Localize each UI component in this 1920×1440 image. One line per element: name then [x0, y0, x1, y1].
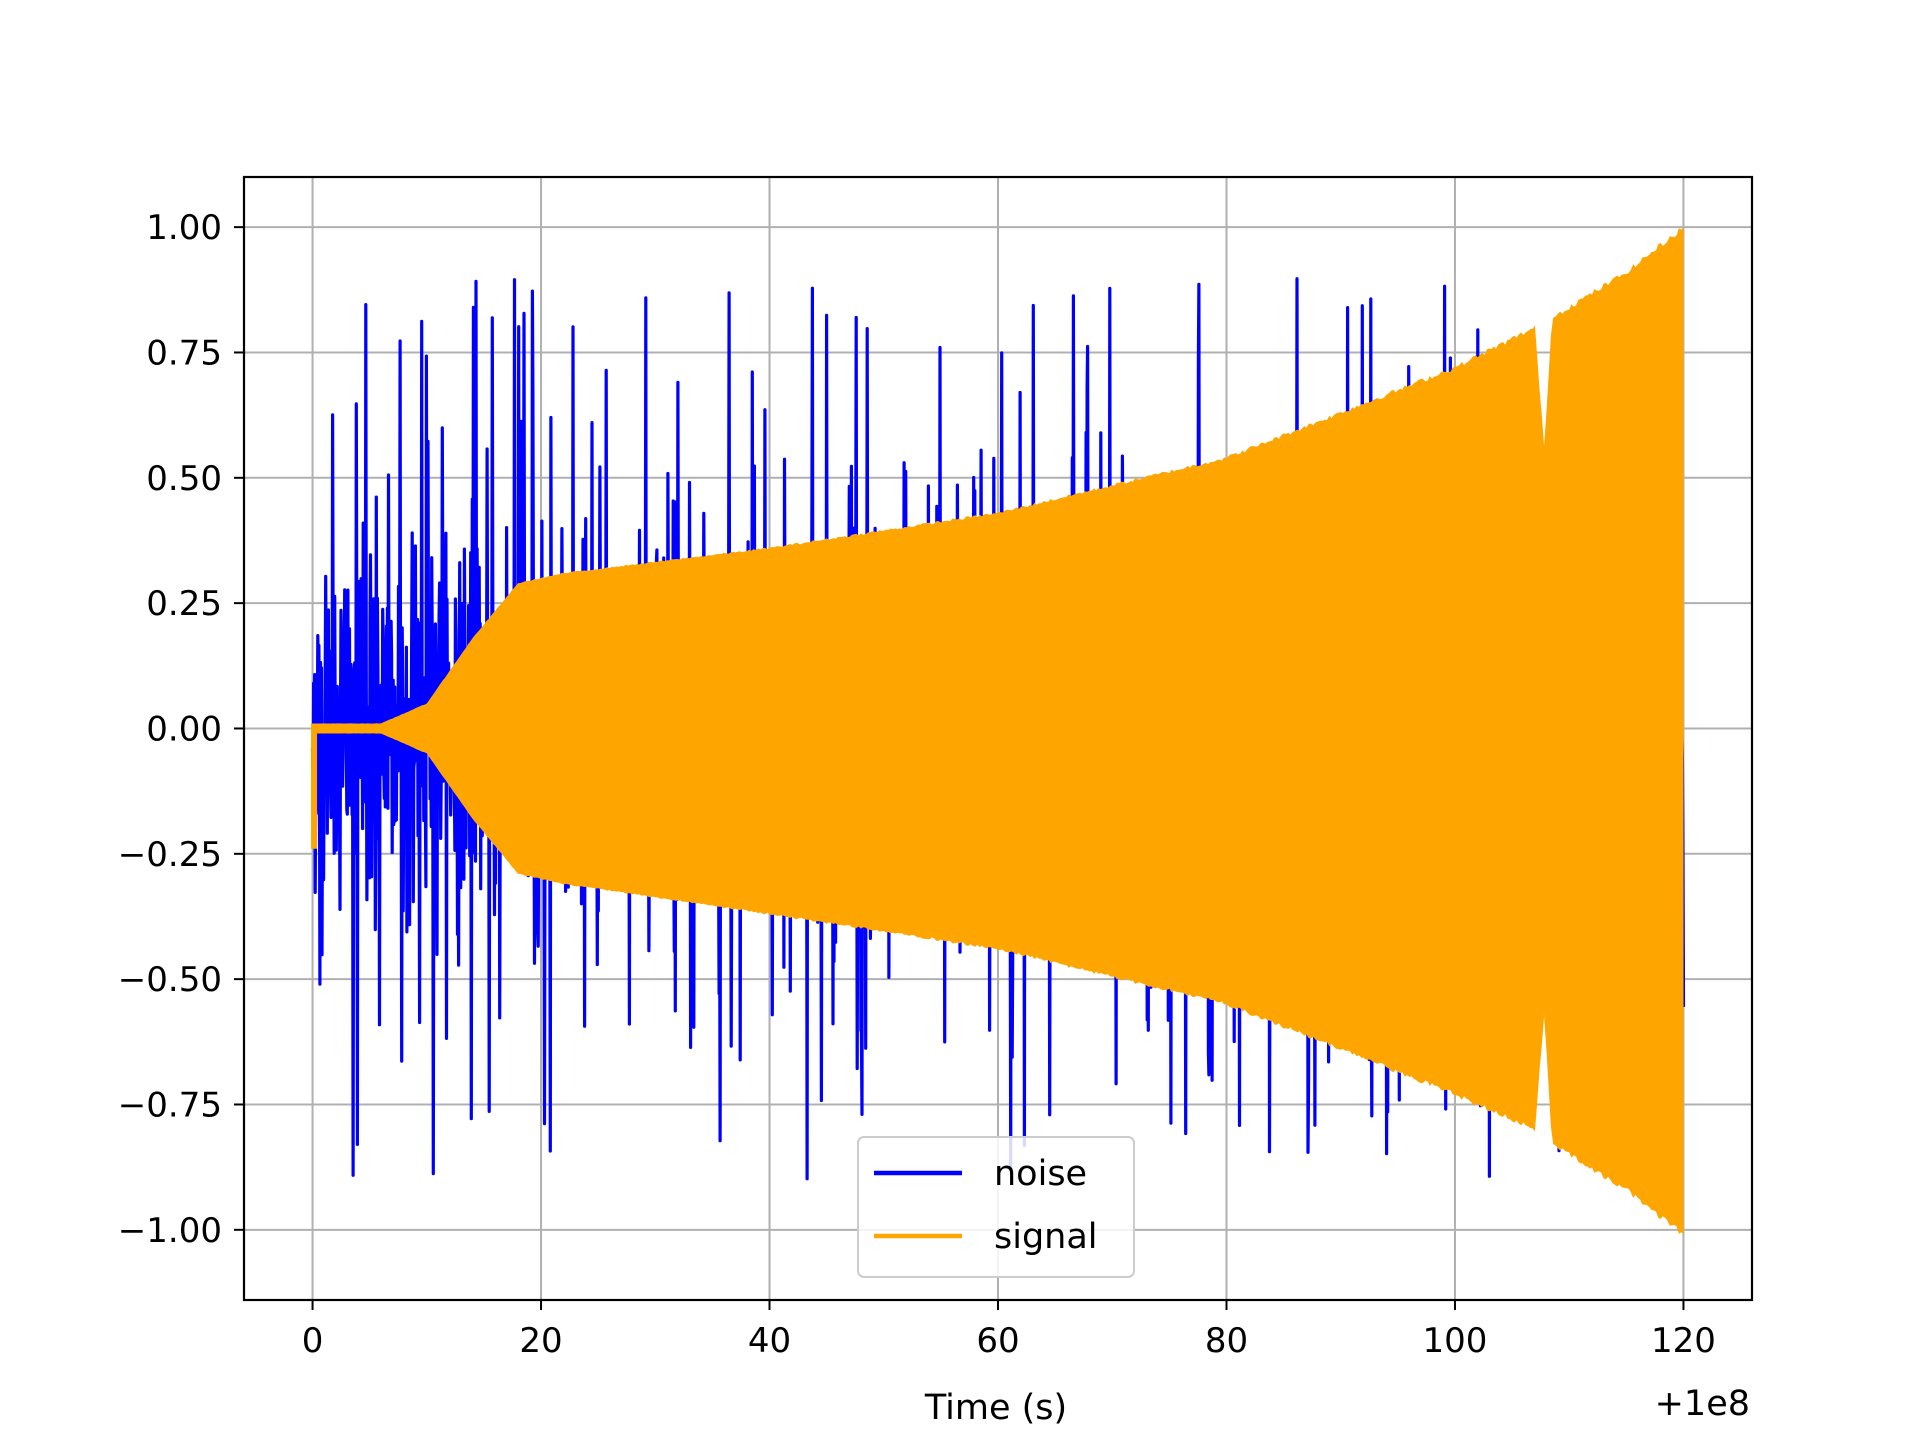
x-tick-label: 40 [748, 1321, 791, 1361]
legend-signal-label: signal [994, 1217, 1098, 1257]
series-layer [310, 227, 1686, 1235]
x-tick-label: 100 [1423, 1321, 1488, 1361]
x-tick-label: 20 [519, 1321, 562, 1361]
x-tick-label: 80 [1205, 1321, 1248, 1361]
signal-series-area [312, 227, 1684, 1235]
y-tick-label: −0.75 [118, 1085, 222, 1125]
x-axis-title: Time (s) [924, 1388, 1067, 1428]
y-tick-label: 0.75 [146, 333, 222, 373]
y-tick-label: −0.50 [118, 960, 222, 1000]
x-tick-label: 120 [1651, 1321, 1716, 1361]
x-axis-offset-label: +1e8 [1655, 1384, 1750, 1424]
x-tick-label: 60 [976, 1321, 1019, 1361]
legend: noise signal [857, 1136, 1135, 1278]
y-tick-label: −0.25 [118, 835, 222, 875]
y-tick-label: −1.00 [118, 1211, 222, 1251]
y-tick-label: 0.25 [146, 584, 222, 624]
y-tick-label: 1.00 [146, 208, 222, 248]
y-axis: 1.00 0.75 0.50 0.25 0.00 −0.25 −0.50 −0.75 −1.00 [118, 208, 244, 1251]
x-tick-label: 0 [302, 1321, 324, 1361]
signal-series-line [311, 723, 318, 849]
plot-area [242, 175, 1754, 1302]
legend-noise-label: noise [994, 1154, 1087, 1194]
y-tick-label: 0.50 [146, 459, 222, 499]
x-axis: 0 20 40 60 80 100 120 [302, 1300, 1716, 1361]
y-tick-label: 0.00 [146, 709, 222, 749]
